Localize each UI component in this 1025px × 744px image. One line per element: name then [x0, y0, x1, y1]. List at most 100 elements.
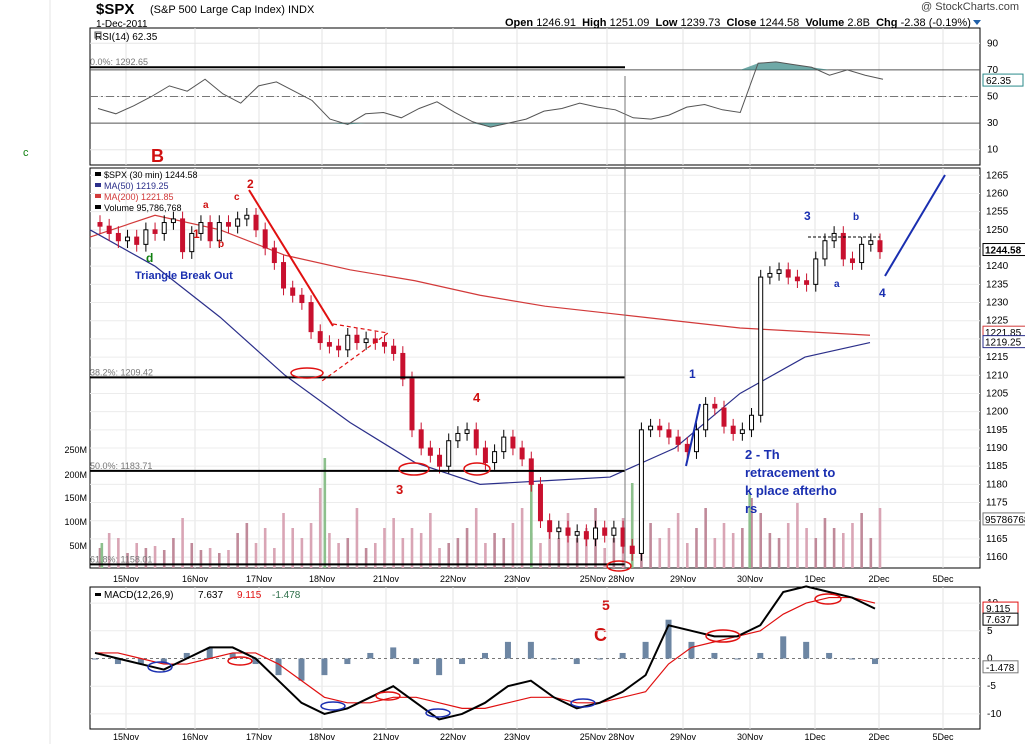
macd-histogram-bar — [436, 658, 443, 676]
candle-body — [225, 222, 231, 227]
volume-bar — [786, 523, 790, 568]
volume-legend-swatch — [95, 205, 101, 209]
volume-bar — [153, 546, 157, 568]
price-tag — [982, 335, 1025, 349]
macd-ellipse — [147, 661, 173, 673]
macd-histogram-bar — [826, 652, 833, 659]
volume-bar — [511, 523, 515, 568]
volume-bar — [841, 533, 845, 568]
candle-body — [492, 451, 498, 464]
volume-bar — [860, 513, 863, 568]
macd-histogram-bar — [137, 658, 144, 665]
x-tick-label: 29Nov — [670, 732, 697, 742]
volume-bar — [695, 528, 698, 568]
candle-body — [391, 345, 397, 354]
volume-bar — [291, 528, 295, 568]
wave-label-d: d — [146, 251, 153, 265]
volume-legend: Volume 95,786,768 — [104, 203, 182, 213]
x-tick-label: 30Nov — [737, 732, 764, 742]
candle-body — [216, 222, 222, 242]
candle-body — [730, 425, 736, 434]
chevron-down-icon[interactable] — [973, 20, 981, 25]
volume-bar — [429, 513, 432, 568]
candle-body — [326, 342, 332, 347]
wave-label-a: a — [203, 200, 209, 211]
price-tick-label: 1180 — [986, 479, 1008, 490]
wave-label-red: 2 — [247, 177, 254, 191]
volume-bar — [419, 533, 423, 568]
rsi-value-tag — [982, 73, 1024, 87]
brand-logo[interactable]: @ StockCharts.com — [921, 1, 1019, 13]
macd-histogram-bar — [780, 636, 787, 659]
wave-label-a-blue: a — [834, 279, 840, 290]
wave-label-red: 3 — [396, 482, 403, 497]
candle-body — [345, 334, 351, 351]
volume-bar — [777, 538, 781, 568]
rsi-legend: RSI(14) 62.35 — [95, 32, 158, 43]
x-tick-label: 21Nov — [373, 574, 400, 584]
price-tag-text: 95786768 — [985, 515, 1025, 526]
wave-label-3-blue: 3 — [804, 209, 811, 223]
candle-body — [161, 222, 167, 234]
macd-histogram-bar — [619, 652, 626, 659]
volume-bar — [383, 528, 386, 568]
volume-bar — [456, 538, 460, 568]
volume-bar — [364, 548, 368, 568]
rsi-line — [97, 61, 884, 128]
price-tick-label: 1165 — [986, 534, 1008, 545]
high-label: High — [582, 17, 607, 29]
candle-body — [281, 262, 287, 289]
price-tick-label: 1250 — [986, 225, 1009, 236]
candle-body — [134, 236, 140, 245]
candle-body — [510, 436, 516, 449]
candle-body — [152, 229, 158, 234]
volume-bar — [438, 548, 441, 568]
trendline-blue-1 — [685, 403, 701, 467]
macd-value-tag-text: 9.115 — [986, 604, 1011, 615]
price-legend: $SPX (30 min) 1244.58 — [104, 170, 198, 180]
open-value: 1246.91 — [536, 17, 576, 29]
x-tick-label: 25Nov 28Nov — [580, 574, 635, 584]
volume-bar — [713, 538, 717, 568]
volume-bar — [649, 523, 652, 568]
macd-histogram-bar — [413, 658, 420, 665]
candle-body — [859, 243, 865, 264]
x-tick-label: 29Nov — [670, 574, 697, 584]
x-tick-label: 18Nov — [309, 732, 336, 742]
volume-bar — [502, 538, 506, 568]
volume-bar — [107, 533, 111, 568]
macd-ellipse — [375, 691, 401, 701]
x-tick-label: 18Nov — [309, 574, 336, 584]
volume-bar — [282, 513, 285, 568]
volume-bar — [126, 553, 129, 568]
macd-histogram-bar — [734, 658, 741, 660]
volume-bar — [493, 533, 496, 568]
macd-histogram-bar — [803, 641, 810, 659]
macd-histogram-bar — [757, 652, 764, 659]
macd-value-tag — [982, 612, 1019, 626]
volume-bar — [585, 528, 588, 568]
candle-body — [593, 527, 599, 540]
candle-body — [235, 218, 241, 227]
candle-body — [583, 531, 589, 540]
wave-label-4-blue: 4 — [879, 286, 886, 300]
candle-body — [336, 345, 342, 351]
candle-body — [354, 334, 360, 344]
wave-label-5: 5 — [602, 597, 610, 613]
macd-value-tag-text: -1.478 — [986, 663, 1015, 674]
candle-body — [648, 425, 654, 431]
chart-date: 1-Dec-2011 — [96, 19, 148, 30]
price-tag-text: 1221.85 — [985, 328, 1022, 339]
volume-bar — [318, 488, 322, 568]
rsi-tick-label: 30 — [987, 118, 999, 129]
candle-body — [125, 236, 131, 242]
volume-bar — [236, 533, 239, 568]
volume-bar — [346, 538, 350, 568]
volume-bar — [731, 533, 735, 568]
macd-histogram-bar — [206, 647, 213, 659]
macd-legend-value-hist: -1.478 — [272, 590, 301, 601]
macd-tick-label: 0 — [987, 654, 993, 665]
macd-histogram-bar — [711, 652, 718, 659]
x-tick-label: 16Nov — [182, 732, 209, 742]
macd-ellipse — [705, 629, 741, 643]
